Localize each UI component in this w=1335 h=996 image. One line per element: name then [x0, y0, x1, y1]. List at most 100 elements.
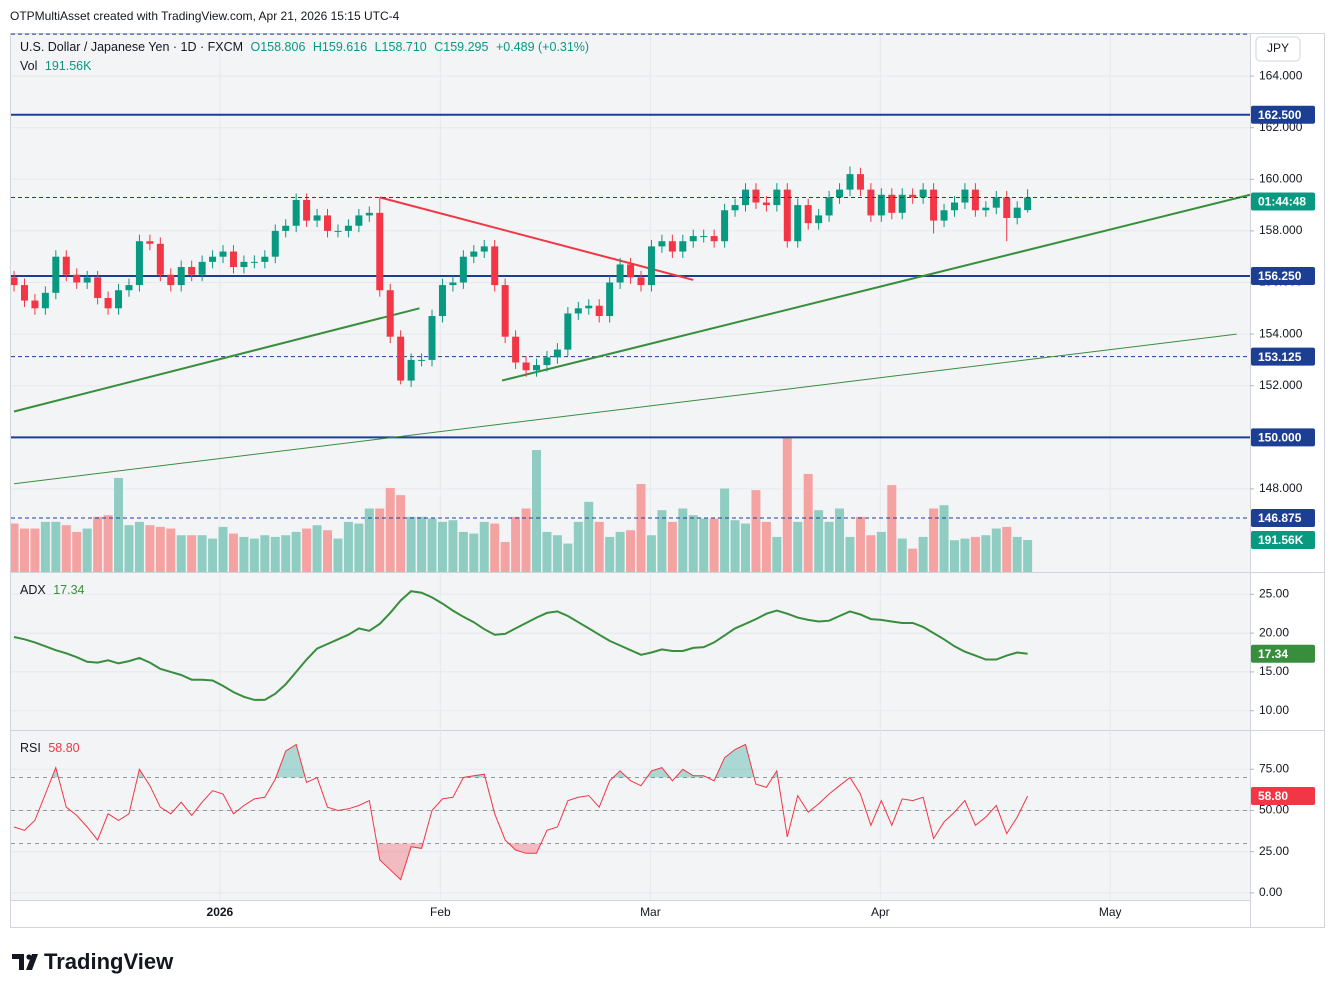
- candle-body: [888, 194, 896, 213]
- volume-bar: [552, 535, 562, 572]
- volume-bar: [720, 488, 730, 572]
- volume-bar: [385, 487, 395, 572]
- indicator-line: [13, 743, 1029, 881]
- price-legend: U.S. Dollar / Japanese Yen · 1D · FXCM O…: [20, 40, 593, 54]
- volume-bar: [114, 477, 124, 572]
- volume-bar: [364, 508, 374, 572]
- level-tag: 162.500: [1258, 108, 1302, 122]
- candle-body: [700, 236, 708, 238]
- level-tag: 153.125: [1258, 350, 1302, 364]
- volume-bar: [646, 535, 656, 572]
- candle-body: [783, 189, 791, 242]
- candle-body: [961, 189, 969, 203]
- volume-bar: [636, 483, 646, 572]
- level-tag: 156.250: [1258, 269, 1302, 283]
- volume-bar: [584, 501, 594, 572]
- candle-body: [73, 274, 81, 283]
- volume-bar: [970, 536, 980, 572]
- y-tick-label: 164.000: [1259, 68, 1303, 82]
- candle-body: [919, 189, 927, 198]
- candle-body: [31, 300, 39, 309]
- volume-bar: [228, 533, 238, 572]
- candle-body: [595, 305, 603, 317]
- candle-body: [229, 251, 237, 268]
- volume-bar: [563, 543, 573, 572]
- ohlc-open: O158.806: [250, 40, 306, 54]
- volume-bar: [375, 508, 385, 572]
- ohlc-close: C159.295: [434, 40, 489, 54]
- volume-bar: [176, 535, 186, 572]
- candle-body: [512, 336, 520, 363]
- volume-bar: [1023, 539, 1033, 572]
- candle-body: [825, 197, 833, 216]
- candle-body: [418, 359, 426, 361]
- indicator-tag: 58.80: [1258, 789, 1288, 803]
- level-tag-box: [1251, 347, 1315, 366]
- candle-body: [616, 264, 624, 283]
- volume-bar: [876, 531, 886, 572]
- volume-bar: [93, 516, 103, 572]
- candle-body: [522, 362, 530, 371]
- candle-body: [209, 256, 217, 262]
- volume-bar: [448, 520, 458, 572]
- rsi-last: 58.80: [48, 741, 80, 755]
- volume-bar: [782, 437, 792, 572]
- candle-body: [52, 256, 60, 293]
- candle-body: [303, 199, 311, 221]
- volume-bar: [730, 520, 740, 572]
- volume-bar: [897, 538, 907, 572]
- volume-bar: [239, 536, 249, 572]
- volume-bar: [939, 505, 949, 572]
- candle-body: [762, 202, 770, 206]
- volume-title: Vol: [20, 59, 38, 73]
- volume-bar: [594, 521, 604, 572]
- volume-bar: [542, 531, 552, 572]
- candle-body: [898, 194, 906, 213]
- volume-bar: [197, 535, 207, 572]
- volume-tag: 191.56K: [1258, 533, 1304, 547]
- volume-bar: [814, 510, 824, 572]
- candle-body: [731, 205, 739, 211]
- candle-body: [1024, 197, 1032, 211]
- volume-bar: [72, 531, 82, 572]
- level-tag-box: [1251, 267, 1315, 286]
- volume-bar: [521, 508, 531, 572]
- volume-bar: [291, 531, 301, 572]
- volume-bar: [751, 490, 761, 572]
- candle-body: [20, 285, 28, 301]
- volume-bar: [772, 536, 782, 572]
- rsi-legend: RSI 58.80: [20, 741, 84, 755]
- candle-body: [710, 236, 718, 242]
- volume-bar: [166, 528, 176, 572]
- volume-bar: [929, 508, 939, 572]
- candle-body: [815, 215, 823, 224]
- candle-body: [658, 241, 666, 247]
- candle-body: [627, 264, 635, 278]
- candle-body: [668, 241, 676, 252]
- candle-body: [11, 277, 18, 286]
- change: +0.489 (+0.31%): [495, 40, 590, 54]
- candle-body: [950, 202, 958, 211]
- x-tick-label: Apr: [871, 905, 890, 919]
- candle-body: [177, 267, 185, 286]
- candle-body: [564, 313, 572, 350]
- logo-dot: [26, 954, 32, 960]
- candle-body: [470, 251, 478, 257]
- volume-bar: [855, 516, 865, 572]
- candle-body: [167, 274, 175, 286]
- candle-body: [574, 308, 582, 314]
- y-tick-label: 25.00: [1259, 844, 1289, 858]
- candle-body: [553, 349, 561, 358]
- candle-body: [491, 246, 499, 286]
- currency-box[interactable]: [1255, 36, 1301, 62]
- candle-body: [449, 282, 457, 286]
- candle-body: [794, 205, 802, 242]
- volume-bar: [11, 523, 19, 572]
- volume-bar: [605, 536, 615, 572]
- oversold-fill: [14, 843, 1028, 880]
- volume-bar: [30, 528, 40, 572]
- volume-bar: [793, 521, 803, 572]
- candle-body: [867, 189, 875, 216]
- volume-bar: [354, 523, 364, 572]
- trendline: [501, 193, 1250, 382]
